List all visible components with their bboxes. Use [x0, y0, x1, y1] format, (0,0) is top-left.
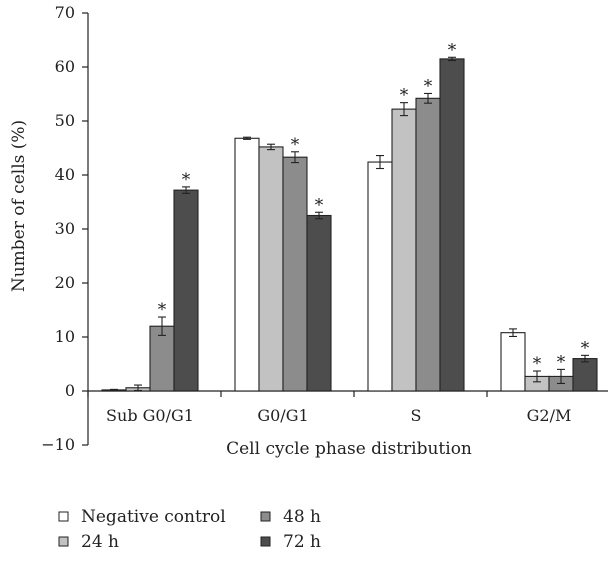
x-tick-label: G2/M: [527, 406, 572, 425]
significance-star: *: [315, 195, 324, 215]
legend-label: 48 h: [283, 507, 321, 527]
legend-swatch: [58, 511, 69, 522]
bar: [173, 189, 199, 392]
bar: [572, 358, 598, 392]
legend-label: 24 h: [81, 532, 119, 552]
legend-swatch: [260, 511, 271, 522]
y-tick-label: 10: [55, 327, 75, 346]
y-tick-label: 20: [55, 273, 75, 292]
significance-star: *: [291, 135, 300, 155]
y-tick-label: 70: [55, 3, 75, 22]
y-tick-label: 0: [65, 381, 75, 400]
bar: [234, 137, 260, 392]
bar: [306, 214, 332, 392]
bar: [391, 108, 417, 392]
x-axis: Sub G0/G1 G0/G1 S G2/M: [87, 390, 608, 425]
significance-star: *: [581, 338, 590, 358]
significance-star: *: [448, 40, 457, 60]
legend: Negative control 24 h 48 h 72 h: [58, 507, 321, 552]
legend-swatch: [58, 536, 69, 547]
legend-label: Negative control: [81, 507, 226, 527]
y-tick-label: 30: [55, 219, 75, 238]
y-tick-label: 60: [55, 57, 75, 76]
y-tick-label: 50: [55, 111, 75, 130]
significance-star: *: [533, 354, 542, 374]
significance-star: *: [557, 352, 566, 372]
legend-swatch: [260, 536, 271, 547]
y-axis: −10 0 10 20 30 40 50 60 70: [41, 3, 89, 454]
bar: [500, 332, 526, 392]
x-tick-label: Sub G0/G1: [106, 406, 194, 425]
bar: [258, 146, 284, 392]
significance-star: *: [424, 76, 433, 96]
bars: * * * * * * * * * *: [101, 40, 598, 392]
y-axis-title: Number of cells (%): [9, 120, 29, 292]
y-tick-label: 40: [55, 165, 75, 184]
x-tick-label: S: [411, 406, 422, 425]
legend-label: 72 h: [283, 532, 321, 552]
bar: [282, 156, 308, 392]
significance-star: *: [400, 86, 409, 106]
bar: [415, 97, 441, 392]
bar: [367, 161, 393, 392]
significance-star: *: [182, 170, 191, 190]
significance-star: *: [158, 300, 167, 320]
x-axis-title: Cell cycle phase distribution: [226, 439, 472, 459]
bar: [149, 325, 175, 392]
bar: [439, 58, 465, 392]
x-tick-label: G0/G1: [257, 406, 308, 425]
y-tick-label: −10: [41, 435, 75, 454]
